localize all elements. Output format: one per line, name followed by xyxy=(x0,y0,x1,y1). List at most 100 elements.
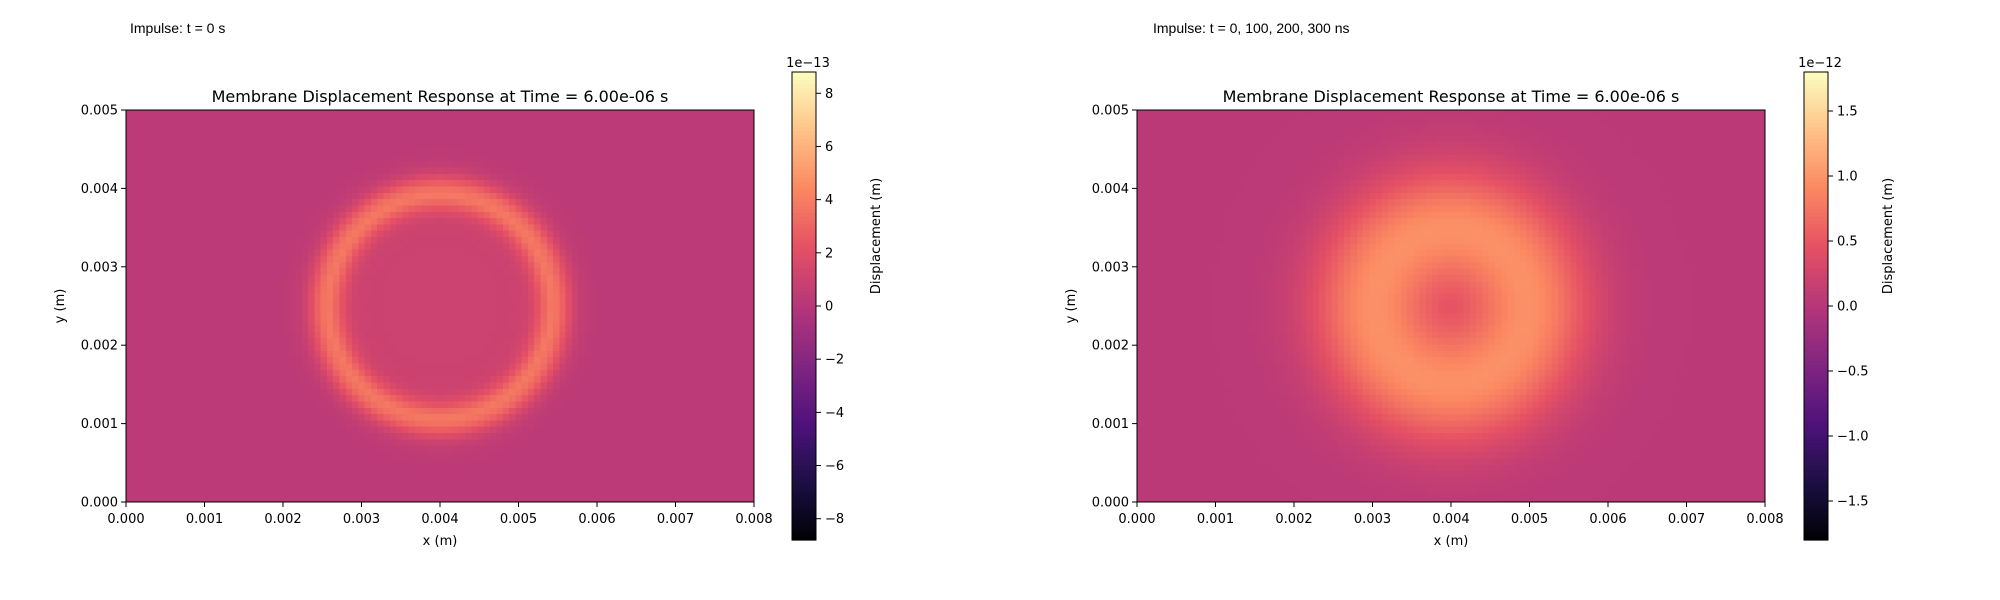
heatmap-cell xyxy=(622,242,629,250)
heatmap-cell xyxy=(289,198,297,206)
heatmap-cell xyxy=(239,426,246,434)
heatmap-cell xyxy=(540,381,548,389)
heatmap-cell xyxy=(201,438,209,446)
heatmap-cell xyxy=(195,122,202,130)
heatmap-cell xyxy=(553,160,560,168)
heatmap-cell xyxy=(458,407,466,415)
heatmap-cell xyxy=(176,426,184,434)
heatmap-cell xyxy=(138,287,146,294)
heatmap-cell xyxy=(383,343,391,351)
heatmap-cell xyxy=(326,192,334,200)
heatmap-cell xyxy=(320,236,328,244)
heatmap-cell xyxy=(163,249,171,257)
heatmap-cell xyxy=(283,324,290,332)
heatmap-cell xyxy=(452,318,460,326)
heatmap-cell xyxy=(245,274,253,282)
heatmap-cell xyxy=(477,413,485,421)
heatmap-cell xyxy=(534,413,542,421)
heatmap-cell xyxy=(182,464,190,471)
heatmap-cell xyxy=(220,438,228,446)
heatmap-cell xyxy=(622,495,629,503)
heatmap-cell xyxy=(239,122,246,130)
heatmap-cell xyxy=(590,306,598,313)
heatmap-cell xyxy=(232,426,240,434)
heatmap-cell xyxy=(471,268,479,275)
heatmap-cell xyxy=(232,445,240,453)
heatmap-cell xyxy=(446,356,454,364)
heatmap-cell xyxy=(534,268,542,275)
heatmap-cell xyxy=(151,204,158,212)
heatmap-cell xyxy=(622,154,629,162)
heatmap-cell xyxy=(477,166,485,174)
heatmap-cell xyxy=(320,381,328,389)
heatmap-cell xyxy=(157,116,165,124)
heatmap-cell xyxy=(283,343,290,351)
heatmap-cell xyxy=(597,173,604,181)
heatmap-cell xyxy=(201,211,209,219)
heatmap-cell xyxy=(264,179,272,187)
heatmap-cell xyxy=(603,324,611,332)
heatmap-cell xyxy=(509,331,516,339)
heatmap-cell xyxy=(496,135,504,143)
heatmap-cell xyxy=(226,489,234,497)
heatmap-cell xyxy=(308,217,315,225)
heatmap-cell xyxy=(527,381,535,389)
heatmap-cell xyxy=(534,419,542,427)
heatmap-cell xyxy=(169,356,177,364)
heatmap-cell xyxy=(213,274,221,282)
heatmap-cell xyxy=(289,495,297,503)
heatmap-cell xyxy=(370,343,378,351)
heatmap-cell xyxy=(207,407,215,415)
heatmap-cell xyxy=(433,110,441,117)
heatmap-cell xyxy=(163,324,171,332)
heatmap-cell xyxy=(483,211,491,219)
heatmap-cell xyxy=(364,495,372,503)
heatmap-cell xyxy=(239,337,246,345)
heatmap-cell xyxy=(295,255,303,263)
heatmap-cell xyxy=(276,407,284,415)
heatmap-cell xyxy=(578,324,586,332)
heatmap-cell xyxy=(553,299,560,307)
heatmap-cell xyxy=(195,362,202,370)
heatmap-cell xyxy=(364,160,372,168)
heatmap-cell xyxy=(446,381,454,389)
heatmap-cell xyxy=(483,432,491,440)
heatmap-cell xyxy=(132,375,140,383)
heatmap-cell xyxy=(465,306,472,313)
heatmap-cell xyxy=(226,268,234,275)
heatmap-cell xyxy=(553,128,560,136)
heatmap-cell xyxy=(502,154,510,162)
heatmap-cell xyxy=(132,110,140,117)
heatmap-cell xyxy=(333,464,341,471)
heatmap-cell xyxy=(169,362,177,370)
heatmap-cell xyxy=(615,324,623,332)
heatmap-cell xyxy=(609,116,617,124)
heatmap-cell xyxy=(477,230,485,238)
heatmap-cell xyxy=(402,388,410,396)
heatmap-cell xyxy=(584,166,592,174)
heatmap-cell xyxy=(603,337,611,345)
heatmap-cell xyxy=(578,470,586,478)
heatmap-cell xyxy=(584,451,592,459)
heatmap-cell xyxy=(471,299,479,307)
heatmap-cell xyxy=(201,122,209,130)
heatmap-cell xyxy=(477,204,485,212)
heatmap-cell xyxy=(553,362,560,370)
heatmap-cell xyxy=(458,369,466,377)
heatmap-cell xyxy=(213,426,221,434)
heatmap-cell xyxy=(276,306,284,313)
heatmap-cell xyxy=(477,217,485,225)
heatmap-cell xyxy=(289,261,297,269)
heatmap-cell xyxy=(176,419,184,427)
heatmap-cell xyxy=(320,426,328,434)
heatmap-cell xyxy=(289,419,297,427)
heatmap-cell xyxy=(257,249,265,257)
heatmap-cell xyxy=(483,388,491,396)
heatmap-cell xyxy=(603,489,611,497)
heatmap-cell xyxy=(151,261,158,269)
heatmap-cell xyxy=(465,400,472,408)
heatmap-cell xyxy=(414,337,422,345)
heatmap-cell xyxy=(402,362,410,370)
heatmap-cell xyxy=(232,343,240,351)
heatmap-cell xyxy=(546,394,554,402)
